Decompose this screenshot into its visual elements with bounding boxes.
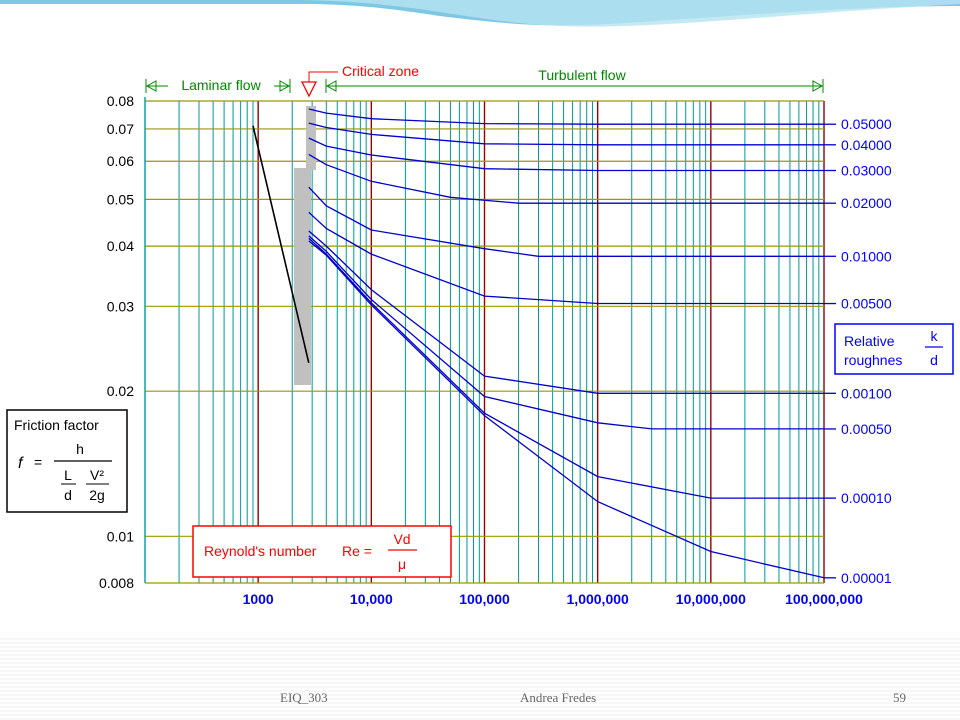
laminar-friction-line — [252, 125, 310, 364]
critical-zone-triangle — [300, 81, 318, 98]
roughness-label: 0.04000 — [841, 137, 892, 153]
roughness-curve — [308, 153, 824, 204]
laminar-label: Laminar flow — [181, 77, 261, 93]
y-tick-label: 0.08 — [107, 93, 134, 109]
y-tick-label: 0.01 — [107, 528, 134, 544]
roughness-label: 0.00100 — [841, 385, 892, 401]
roughness-curve — [308, 186, 824, 257]
reynolds-vd: Vd — [393, 531, 410, 547]
roughness-d: d — [930, 352, 938, 368]
laminar-label-bg — [168, 76, 274, 94]
reynolds-label: Reynold's number — [204, 543, 317, 559]
laminar-region-header: Laminar flow — [145, 76, 291, 94]
reynolds-number-box: Reynold's number Re = Vd μ — [192, 525, 452, 578]
roughness-label: 0.05000 — [841, 116, 892, 132]
y-tick-label: 0.05 — [107, 191, 134, 207]
friction-box-title: Friction factor — [14, 417, 99, 433]
laminar-arrow-head-right — [279, 80, 291, 92]
critical-zone-pointer — [308, 71, 338, 86]
friction-L: L — [64, 467, 72, 483]
y-tick-label: 0.02 — [107, 383, 134, 399]
footer-page-number: 59 — [893, 690, 906, 705]
reynolds-re: Re = — [342, 543, 372, 559]
roughness-curve — [308, 240, 825, 579]
friction-factor-box: Friction factor f = h L d V² 2g — [6, 409, 128, 513]
friction-equals: = — [34, 454, 42, 470]
x-tick-labels: 1000 10,000 100,000 1,000,000 10,000,000 100,… — [243, 591, 864, 607]
roughness-line1: Relative — [844, 333, 895, 349]
reynolds-mu: μ — [398, 556, 406, 572]
turbulent-arrow-head-right — [812, 80, 824, 92]
banner-wave-light — [300, 0, 960, 27]
x-tick-label: 100,000,000 — [785, 591, 863, 607]
critical-zone-header: Critical zone — [300, 63, 419, 98]
roughness-box-frame — [834, 323, 954, 375]
reynolds-box-frame — [192, 525, 452, 578]
roughness-label: 0.03000 — [841, 162, 892, 178]
x-tick-label: 10,000,000 — [676, 591, 746, 607]
roughness-label: 0.01000 — [841, 248, 892, 264]
roughness-label: 0.00010 — [841, 490, 892, 506]
turbulent-label: Turbulent flow — [538, 67, 626, 83]
critical-zone-band — [294, 168, 311, 385]
top-banner — [0, 0, 960, 27]
y-tick-label: 0.04 — [107, 238, 134, 254]
x-tick-label: 10,000 — [350, 591, 393, 607]
roughness-label: 0.00050 — [841, 421, 892, 437]
friction-f-symbol: f — [18, 455, 24, 472]
laminar-arrow-head-left — [145, 80, 157, 92]
x-tick-label: 1000 — [243, 591, 274, 607]
roughness-label: 0.02000 — [841, 195, 892, 211]
roughness-curve — [308, 122, 824, 146]
moody-chart: 0.08 0.07 0.06 0.05 0.04 0.03 0.02 0.01 0.008 10… — [6, 63, 954, 607]
roughness-curves — [308, 108, 836, 579]
y-tick-labels: 0.08 0.07 0.06 0.05 0.04 0.03 0.02 0.01 0.008 — [99, 93, 134, 591]
x-tick-label: 1,000,000 — [567, 591, 629, 607]
roughness-curve — [308, 108, 824, 125]
roughness-line2: roughnes — [844, 352, 902, 368]
friction-d: d — [64, 487, 72, 503]
roughness-labels: 0.05000 0.04000 0.03000 0.02000 0.01000 0.005… — [841, 116, 892, 586]
footer-course-code: EIQ_303 — [280, 690, 328, 705]
turbulent-label-bg — [522, 66, 642, 84]
friction-V2: V² — [90, 467, 104, 483]
roughness-k: k — [931, 328, 939, 344]
roughness-curve — [308, 211, 824, 305]
turbulent-arrow-head-left — [325, 80, 337, 92]
roughness-curve — [308, 230, 824, 394]
footer-author: Andrea Fredes — [520, 690, 597, 705]
x-tick-label: 100,000 — [459, 591, 510, 607]
critical-zone-band-upper — [306, 106, 316, 170]
y-tick-label: 0.06 — [107, 153, 134, 169]
y-tick-label: 0.008 — [99, 575, 134, 591]
roughness-label: 0.00001 — [841, 570, 892, 586]
y-tick-label: 0.07 — [107, 121, 134, 137]
roughness-curve — [308, 237, 824, 499]
roughness-label: 0.00500 — [841, 296, 892, 312]
relative-roughness-box: Relative roughnes k d — [834, 323, 954, 375]
turbulent-region-header: Turbulent flow — [325, 66, 824, 93]
roughness-curve — [308, 137, 824, 172]
roughness-curve — [308, 235, 824, 430]
friction-h: h — [76, 441, 84, 457]
slide-footer — [0, 636, 960, 720]
grid-layer — [144, 97, 825, 584]
friction-2g: 2g — [89, 487, 105, 503]
y-tick-label: 0.03 — [107, 298, 134, 314]
critical-zone-label: Critical zone — [342, 63, 419, 79]
